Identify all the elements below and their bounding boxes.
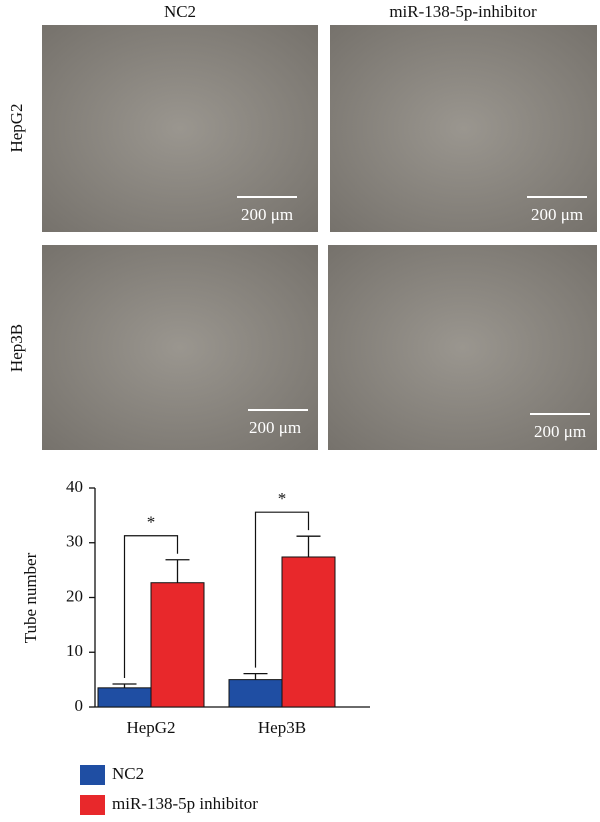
micrograph	[42, 25, 318, 232]
annotation: *	[147, 513, 156, 532]
y-tick-label: 20	[66, 586, 83, 605]
significance-bracket	[123, 535, 179, 679]
legend-label: miR-138-5p inhibitor	[112, 794, 258, 813]
error-bar	[165, 559, 190, 583]
micrograph	[330, 25, 597, 232]
y-tick-label: 0	[75, 696, 84, 715]
row-label: Hep3B	[7, 324, 26, 372]
y-tick-label: 10	[66, 641, 83, 660]
legend-label: NC2	[112, 764, 144, 783]
scale-label: 200 μm	[249, 418, 301, 437]
scale-label: 200 μm	[531, 205, 583, 224]
micrograph	[328, 245, 597, 450]
row-label: HepG2	[7, 103, 26, 152]
error-bar	[112, 683, 137, 688]
y-tick-label: 30	[66, 532, 83, 551]
legend-swatch	[80, 765, 105, 785]
column-label: miR-138-5p-inhibitor	[389, 2, 537, 21]
y-tick-label: 40	[66, 477, 83, 496]
x-tick-label: Hep3B	[258, 718, 306, 737]
scale-label: 200 μm	[241, 205, 293, 224]
annotation: *	[278, 489, 287, 508]
error-bar	[296, 535, 321, 557]
x-tick-label: HepG2	[126, 718, 175, 737]
bar	[150, 582, 205, 708]
legend-swatch	[80, 795, 105, 815]
significance-bracket	[254, 511, 310, 668]
y-axis-label: Tube number	[21, 552, 40, 643]
bar	[97, 687, 152, 708]
bar	[228, 679, 283, 708]
error-bar	[243, 672, 268, 680]
scale-label: 200 μm	[534, 422, 586, 441]
micrograph	[42, 245, 318, 450]
bar	[281, 556, 336, 708]
column-label: NC2	[164, 2, 196, 21]
